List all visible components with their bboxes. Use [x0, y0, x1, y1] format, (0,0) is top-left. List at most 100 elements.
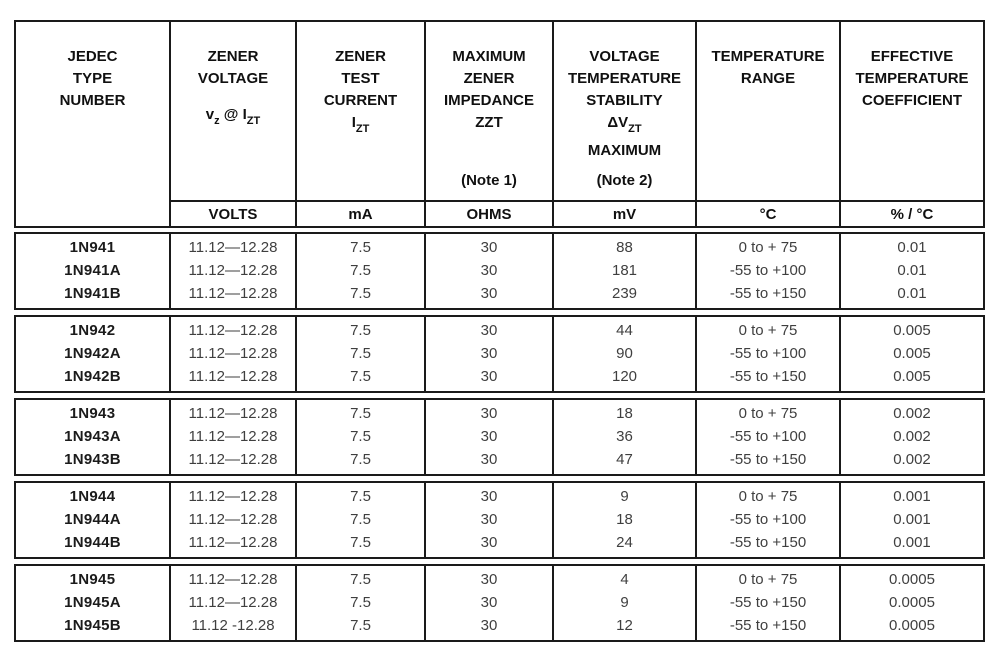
column-max_impedance: 30 30 30	[424, 483, 552, 557]
cell-temp_range: -55 to +100	[729, 262, 807, 279]
cell-max_impedance: 30	[480, 262, 498, 279]
cell-temp_coefficient: 0.005	[893, 368, 931, 385]
unit-ma: mA	[295, 200, 424, 226]
header-zener-test-current: ZENER TEST CURRENT IZT	[295, 22, 424, 200]
cell-test_current: 7.5	[350, 405, 371, 422]
column-voltage_stability: 4 9 12	[552, 566, 695, 640]
cell-voltage_stability: 47	[616, 451, 633, 468]
cell-max_impedance: 30	[480, 511, 498, 528]
header-zener-voltage: ZENER VOLTAGE vz @ IZT	[169, 22, 295, 200]
cell-temp_coefficient: 0.01	[897, 262, 927, 279]
header-voltage-temp-stability: VOLTAGE TEMPERATURE STABILITY ΔVZT MAXIM…	[552, 22, 695, 200]
table-header: JEDEC TYPE NUMBER ZENER VOLTAGE vz @ IZT…	[14, 20, 985, 228]
cell-type_number: 1N944	[69, 488, 116, 505]
cell-type_number: 1N944B	[64, 534, 121, 551]
cell-type_number: 1N941A	[64, 262, 121, 279]
column-temp_range: 0 to + 75 -55 to +100 -55 to +150	[695, 483, 839, 557]
column-voltage_stability: 88 181 239	[552, 234, 695, 308]
column-voltage_stability: 18 36 47	[552, 400, 695, 474]
cell-zener_voltage: 11.12—12.28	[188, 368, 278, 385]
table-row-group: 1N943 1N943A 1N943B 11.12—12.28 11.12—12.28 1…	[14, 398, 985, 476]
column-voltage_stability: 9 18 24	[552, 483, 695, 557]
column-temp_range: 0 to + 75 -55 to +100 -55 to +150	[695, 234, 839, 308]
cell-temp_coefficient: 0.002	[893, 428, 931, 445]
header-line: ZENER	[207, 48, 259, 65]
column-type_number: 1N943 1N943A 1N943B	[16, 400, 169, 474]
cell-temp_range: -55 to +100	[729, 345, 807, 362]
vz-at-izt-symbol: vz @ IZT	[205, 106, 261, 127]
cell-max_impedance: 30	[480, 322, 498, 339]
column-temp_coefficient: 0.002 0.002 0.002	[839, 400, 983, 474]
cell-type_number: 1N942B	[64, 368, 121, 385]
column-max_impedance: 30 30 30	[424, 234, 552, 308]
cell-zener_voltage: 11.12—12.28	[188, 345, 278, 362]
cell-type_number: 1N942A	[64, 345, 121, 362]
delta-vzt-symbol: ΔVZT	[607, 114, 642, 135]
cell-voltage_stability: 9	[620, 594, 629, 611]
cell-max_impedance: 30	[480, 617, 498, 634]
cell-max_impedance: 30	[480, 571, 498, 588]
column-temp_range: 0 to + 75 -55 to +150 -55 to +150	[695, 566, 839, 640]
cell-zener_voltage: 11.12—12.28	[188, 594, 278, 611]
unit-ohms: OHMS	[424, 200, 552, 226]
cell-zener_voltage: 11.12—12.28	[188, 239, 278, 256]
cell-temp_range: -55 to +100	[729, 428, 807, 445]
header-line: ZENER	[335, 48, 386, 65]
header-line: VOLTAGE	[589, 48, 660, 65]
cell-temp_coefficient: 0.005	[893, 322, 931, 339]
column-max_impedance: 30 30 30	[424, 317, 552, 391]
cell-temp_coefficient: 0.0005	[889, 571, 935, 588]
cell-test_current: 7.5	[350, 488, 371, 505]
column-temp_coefficient: 0.0005 0.0005 0.0005	[839, 566, 983, 640]
cell-max_impedance: 30	[480, 405, 498, 422]
cell-max_impedance: 30	[480, 488, 498, 505]
column-type_number: 1N941 1N941A 1N941B	[16, 234, 169, 308]
column-max_impedance: 30 30 30	[424, 400, 552, 474]
column-test_current: 7.5 7.5 7.5	[295, 483, 424, 557]
cell-voltage_stability: 181	[611, 262, 638, 279]
cell-temp_range: -55 to +150	[729, 368, 807, 385]
cell-zener_voltage: 11.12—12.28	[188, 451, 278, 468]
cell-max_impedance: 30	[480, 428, 498, 445]
cell-max_impedance: 30	[480, 285, 498, 302]
cell-voltage_stability: 239	[611, 285, 638, 302]
table-row-group: 1N945 1N945A 1N945B 11.12—12.28 11.12—12.28 1…	[14, 564, 985, 642]
cell-temp_coefficient: 0.0005	[889, 617, 935, 634]
header-temperature-range: TEMPERATURE RANGE	[695, 22, 839, 200]
header-line: TEMPERATURE	[567, 70, 682, 87]
unit-volts: VOLTS	[169, 200, 295, 226]
cell-temp_coefficient: 0.001	[893, 534, 931, 551]
cell-test_current: 7.5	[350, 617, 371, 634]
cell-type_number: 1N943B	[64, 451, 121, 468]
column-zener_voltage: 11.12—12.28 11.12—12.28 11.12—12.28	[169, 317, 295, 391]
header-line: TYPE	[72, 70, 113, 87]
header-line: ZZT	[475, 114, 503, 131]
cell-zener_voltage: 11.12—12.28	[188, 488, 278, 505]
header-line: TEST	[341, 70, 380, 87]
column-temp_coefficient: 0.005 0.005 0.005	[839, 317, 983, 391]
column-zener_voltage: 11.12—12.28 11.12—12.28 11.12 -12.28	[169, 566, 295, 640]
cell-type_number: 1N941	[69, 239, 116, 256]
cell-temp_coefficient: 0.01	[897, 285, 927, 302]
table-row-group: 1N944 1N944A 1N944B 11.12—12.28 11.12—12.28 1…	[14, 481, 985, 559]
note-1-label: (Note 1)	[461, 172, 517, 189]
cell-test_current: 7.5	[350, 571, 371, 588]
header-line: VOLTAGE	[197, 70, 269, 87]
cell-max_impedance: 30	[480, 368, 498, 385]
cell-type_number: 1N943A	[64, 428, 121, 445]
column-zener_voltage: 11.12—12.28 11.12—12.28 11.12—12.28	[169, 234, 295, 308]
header-line: JEDEC	[67, 48, 118, 65]
cell-temp_coefficient: 0.0005	[889, 594, 935, 611]
cell-type_number: 1N945B	[64, 617, 121, 634]
cell-max_impedance: 30	[480, 345, 498, 362]
header-line: TEMPERATURE	[711, 48, 825, 65]
cell-voltage_stability: 24	[616, 534, 633, 551]
cell-type_number: 1N945	[69, 571, 116, 588]
header-line: CURRENT	[323, 92, 398, 109]
cell-temp_range: -55 to +150	[729, 285, 807, 302]
cell-test_current: 7.5	[350, 345, 371, 362]
header-line: COEFFICIENT	[862, 92, 962, 109]
column-temp_range: 0 to + 75 -55 to +100 -55 to +150	[695, 400, 839, 474]
unit-celsius: °C	[695, 200, 839, 226]
cell-test_current: 7.5	[350, 285, 371, 302]
